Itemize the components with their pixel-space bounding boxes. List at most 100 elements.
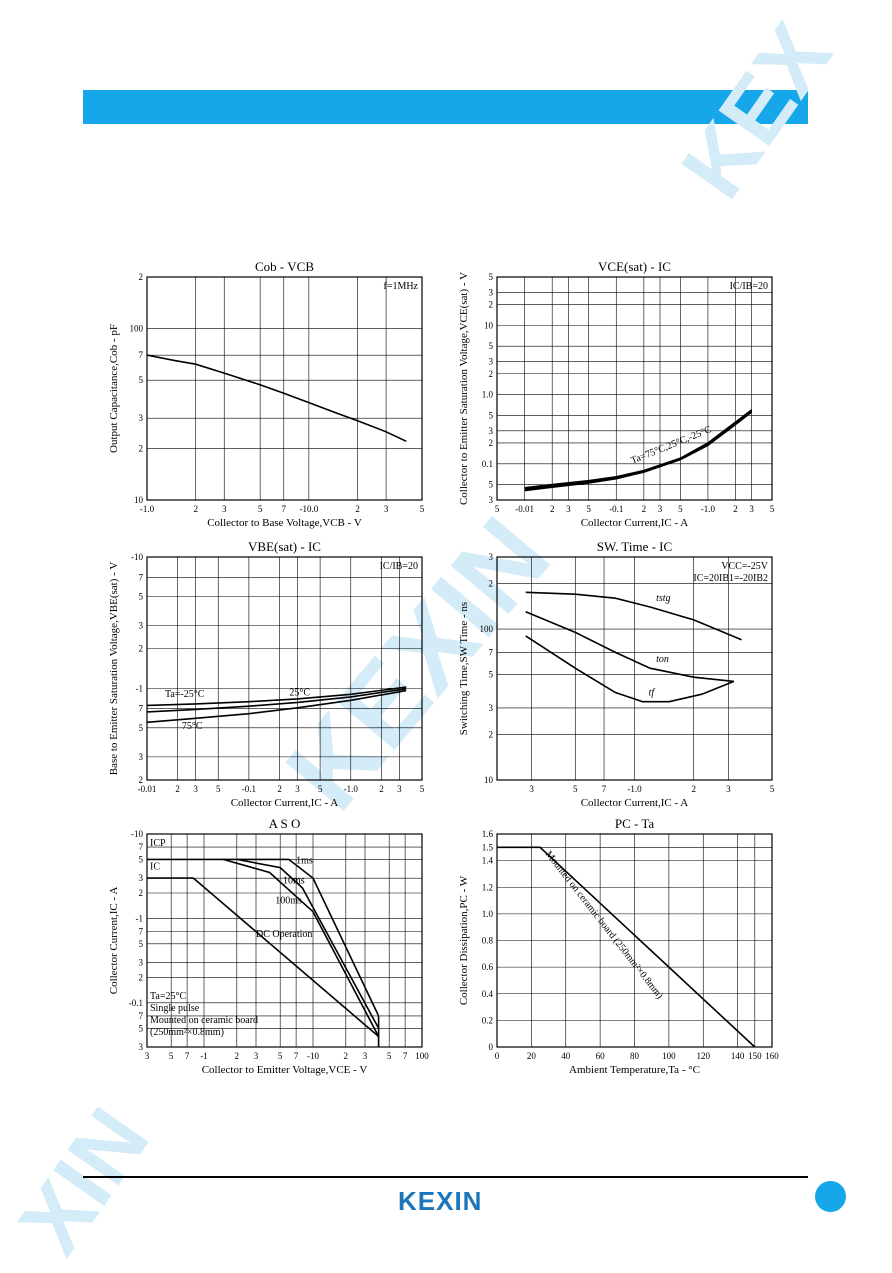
y-tick-label: 1.2 [482,882,493,892]
series-label: Mounted on ceramic board (250mm²×0.8mm) [543,849,665,1001]
y-tick-label: 5 [489,410,494,420]
x-tick-label: 5 [770,504,775,514]
x-tick-label: 5 [318,784,323,794]
y-tick-label: 3 [139,413,144,423]
y-tick-label: 5 [139,375,144,385]
y-axis-label: Base to Emitter Saturation Voltage,VBE(s… [108,562,120,776]
chart-annotation: IC/IB=20 [730,281,768,292]
y-axis-label: Collector Dissipation,PC - W [458,875,470,1005]
x-tick-label: 3 [193,784,198,794]
y-tick-label: 7 [139,1011,144,1021]
y-tick-label: 5 [139,723,144,733]
x-tick-label: 20 [527,1051,537,1061]
x-tick-label: 3 [254,1051,259,1061]
header-banner [83,90,808,124]
y-tick-label: -1 [136,683,144,693]
y-tick-label: 7 [139,927,144,937]
y-axis-label: Collector Current,IC - A [108,887,120,995]
x-tick-label: 5 [770,784,775,794]
x-tick-label: 120 [697,1051,711,1061]
series-label: 10ms [283,875,305,886]
y-tick-label: -10 [131,829,143,839]
chart-note: Mounted on ceramic board [150,1015,258,1026]
x-tick-label: 3 [145,1051,150,1061]
series-label: ICP [150,838,166,849]
x-tick-label: -0.1 [609,504,623,514]
chart-swtime-ic: 3 5 7 -1.0 2 3 5 10 2 3 5 7 100 2 3 SW. Time - IC Collec… [458,539,775,809]
x-tick-label: 3 [529,784,534,794]
x-tick-label: 2 [550,504,555,514]
y-tick-label: 2 [489,730,494,740]
x-tick-label: 2 [235,1051,240,1061]
x-tick-label: 160 [765,1051,779,1061]
series-line-1ms [236,858,380,1017]
series-label: Ta=-25°C [165,689,205,700]
series-line-ton [525,611,734,683]
x-tick-label: 2 [355,504,360,514]
x-tick-label: 3 [363,1051,368,1061]
series-line-dc-operation [192,877,380,1038]
y-tick-label: 2 [139,888,144,898]
y-tick-label: 2 [489,438,494,448]
y-tick-label: 5 [139,592,144,602]
y-tick-label: 5 [489,669,494,679]
chart-title: PC - Ta [615,816,655,831]
y-tick-label: 3 [489,703,494,713]
chart-title: VBE(sat) - IC [248,539,321,554]
plot-frame [146,556,423,781]
x-tick-label: 60 [596,1051,606,1061]
x-tick-label: 3 [566,504,571,514]
y-axis-label: Collector to Emitter Saturation Voltage,… [458,272,470,505]
y-tick-label: 7 [139,572,144,582]
x-tick-label: 5 [573,784,578,794]
x-tick-label: -10.0 [299,504,318,514]
series-label: 25°C [289,688,310,699]
x-tick-label: 3 [295,784,300,794]
chart-annotation: VCC=-25V [721,561,769,572]
chart-title: A S O [269,816,301,831]
series-line-data [146,354,407,443]
x-tick-label: 2 [733,504,738,514]
series-label: ton [656,654,669,665]
x-tick-label: -1.0 [701,504,716,514]
footer-divider [83,1176,808,1178]
chart-annotation: f=1MHz [383,281,418,292]
series-label: 100ms [275,896,302,907]
x-tick-label: 5 [258,504,263,514]
y-tick-label: 5 [489,272,494,282]
y-tick-label: 2 [139,272,144,282]
y-tick-label: 2 [139,644,144,654]
x-axis-label: Collector to Emitter Voltage,VCE - V [202,1064,368,1076]
series-line-data [524,411,753,492]
x-tick-label: -10 [307,1051,319,1061]
y-tick-label: 1.0 [482,909,494,919]
x-axis-label: Ambient Temperature,Ta - °C [569,1064,700,1076]
chart-annotation: IC=20IB1=-20IB2 [693,573,768,584]
x-tick-label: 7 [403,1051,408,1061]
y-tick-label: 0.8 [482,936,494,946]
series-label: 1ms [296,855,313,866]
x-tick-label: 5 [420,504,425,514]
kexin-logo: KEXIN [398,1186,483,1216]
x-tick-label: -0.01 [138,784,157,794]
x-tick-label: 3 [726,784,731,794]
y-tick-label: -1 [136,913,144,923]
y-tick-label: 1.5 [482,842,494,852]
chart-cob-vcb: -1.0 2 3 5 7 -10.0 2 3 5 10 2 3 5 7 100 2 Cob - VCB Colle… [108,259,425,529]
series-line-10ms [236,858,380,1029]
x-axis-label: Collector Current,IC - A [581,797,689,809]
x-tick-label: -1 [200,1051,208,1061]
x-tick-label: 3 [749,504,754,514]
y-tick-label: 5 [139,1023,144,1033]
y-tick-label: 3 [139,958,144,968]
x-tick-label: 7 [294,1051,299,1061]
y-tick-label: 0 [489,1042,494,1052]
x-tick-label: 5 [495,504,500,514]
y-tick-label: 7 [139,704,144,714]
y-tick-label: 10 [134,495,144,505]
series-label: tstg [656,593,670,604]
y-tick-label: 2 [489,369,494,379]
x-tick-label: 2 [344,1051,349,1061]
y-tick-label: 2 [489,579,494,589]
y-tick-label: 2 [139,972,144,982]
